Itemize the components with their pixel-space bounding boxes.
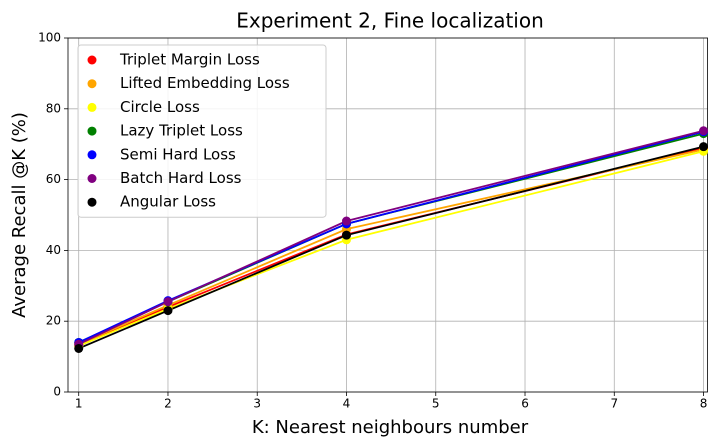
x-tick-label: 4: [343, 397, 351, 411]
x-tick-label: 8: [700, 397, 708, 411]
y-tick-label: 60: [46, 172, 61, 186]
legend-marker: [87, 174, 97, 183]
legend-marker: [87, 55, 97, 65]
x-tick-label: 5: [432, 397, 440, 411]
x-axis-label: K: Nearest neighbours number: [252, 417, 529, 438]
series-line: [78, 145, 704, 350]
legend-label: Semi Hard Loss: [120, 145, 236, 163]
y-tick-label: 40: [46, 243, 61, 257]
point: [163, 297, 173, 307]
series-line: [78, 148, 704, 346]
x-tick-label: 3: [253, 397, 261, 411]
legend-marker: [87, 197, 97, 207]
point: [699, 142, 708, 152]
legend-label: Circle Loss: [120, 98, 200, 116]
point: [341, 216, 351, 226]
chart-title: Experiment 2, Fine localization: [236, 9, 544, 33]
y-axis-label: Average Recall @K (%): [9, 112, 30, 318]
legend-marker: [87, 102, 97, 112]
point: [699, 126, 708, 136]
x-tick-label: 2: [164, 397, 172, 411]
legend-label: Angular Loss: [120, 193, 216, 211]
legend-box: [77, 44, 327, 218]
point: [341, 230, 351, 240]
point: [74, 343, 84, 353]
x-tick-label: 1: [75, 397, 83, 411]
point: [163, 306, 173, 316]
legend-marker: [87, 126, 97, 136]
legend-label: Batch Hard Loss: [120, 169, 242, 187]
legend-marker: [87, 150, 97, 160]
y-tick-label: 100: [38, 31, 61, 45]
y-tick-label: 80: [46, 101, 61, 115]
x-tick-label: 6: [521, 397, 529, 411]
legend-label: Lazy Triplet Loss: [120, 122, 243, 140]
x-tick-label: 7: [610, 397, 618, 411]
y-tick-label: 0: [53, 385, 61, 399]
legend-label: Lifted Embedding Loss: [120, 74, 290, 92]
y-tick-label: 20: [46, 314, 61, 328]
legend-label: Triplet Margin Loss: [119, 51, 260, 69]
series-line: [78, 150, 704, 347]
legend-marker: [87, 79, 97, 89]
series-line: [78, 129, 704, 346]
